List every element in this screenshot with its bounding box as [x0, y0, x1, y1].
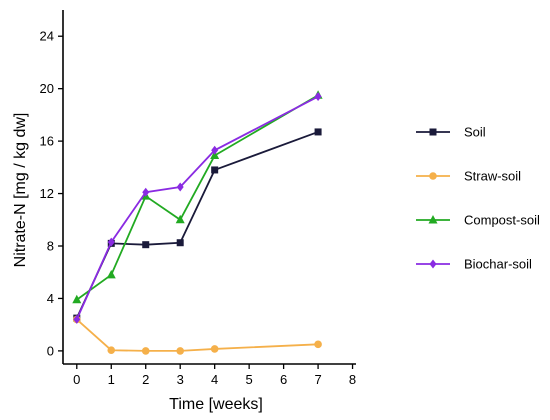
chart-legend: Soil Straw-soil Compost-soil Biochar-soil	[416, 125, 540, 272]
x-tick-label: 8	[349, 372, 356, 387]
series-compost-soil	[72, 90, 323, 304]
data-point-straw-soil	[107, 346, 116, 355]
data-point-soil	[142, 241, 150, 249]
legend-marker	[429, 172, 437, 180]
legend-label: Soil	[464, 125, 486, 140]
y-tick-label: 24	[40, 29, 54, 44]
legend-label: Biochar-soil	[464, 257, 532, 272]
x-tick-label: 6	[280, 372, 287, 387]
legend-item-straw-soil: Straw-soil	[416, 169, 521, 184]
data-point-soil	[314, 128, 322, 136]
legend-item-biochar-soil: Biochar-soil	[416, 257, 532, 272]
legend-item-compost-soil: Compost-soil	[416, 213, 540, 228]
y-tick-label: 20	[40, 81, 54, 96]
data-point-compost-soil	[175, 214, 185, 224]
data-point-straw-soil	[141, 347, 150, 355]
series-straw-soil	[72, 315, 322, 355]
chart-series	[72, 90, 323, 355]
x-tick-label: 4	[211, 372, 218, 387]
data-point-compost-soil	[106, 269, 116, 279]
y-tick-label: 0	[47, 343, 54, 358]
y-tick-label: 16	[40, 134, 54, 149]
legend-label: Straw-soil	[464, 169, 521, 184]
data-point-biochar-soil	[314, 92, 322, 102]
series-line-soil	[75, 131, 319, 319]
legend-label: Compost-soil	[464, 213, 540, 228]
y-tick-label: 8	[47, 239, 54, 254]
y-axis-title: Nitrate-N [mg / kg dw]	[12, 113, 29, 268]
data-point-biochar-soil	[142, 187, 150, 197]
data-point-biochar-soil	[211, 145, 219, 155]
x-tick-label: 7	[314, 372, 321, 387]
data-point-biochar-soil	[176, 182, 184, 192]
data-point-soil	[176, 239, 184, 247]
series-line-straw-soil	[76, 318, 319, 352]
y-tick-label: 12	[40, 186, 54, 201]
x-axis-title: Time [weeks]	[169, 396, 263, 413]
legend-marker	[428, 215, 438, 224]
data-point-compost-soil	[72, 294, 82, 304]
data-point-biochar-soil	[107, 237, 115, 247]
series-biochar-soil	[73, 92, 322, 324]
data-point-straw-soil	[314, 340, 322, 349]
data-point-biochar-soil	[73, 314, 81, 324]
data-point-soil	[211, 166, 219, 174]
x-tick-label: 2	[142, 372, 149, 387]
x-tick-label: 5	[246, 372, 253, 387]
legend-marker	[429, 128, 437, 136]
series-soil	[73, 128, 322, 322]
legend-item-soil: Soil	[416, 125, 486, 140]
x-tick-label: 1	[108, 372, 115, 387]
data-point-straw-soil	[176, 347, 184, 355]
y-tick-label: 4	[47, 291, 54, 306]
series-line-compost-soil	[76, 94, 319, 301]
x-tick-label: 0	[73, 372, 80, 387]
legend-marker	[429, 259, 437, 269]
x-tick-label: 3	[177, 372, 184, 387]
series-line-biochar-soil	[75, 95, 319, 320]
data-point-straw-soil	[210, 345, 219, 353]
